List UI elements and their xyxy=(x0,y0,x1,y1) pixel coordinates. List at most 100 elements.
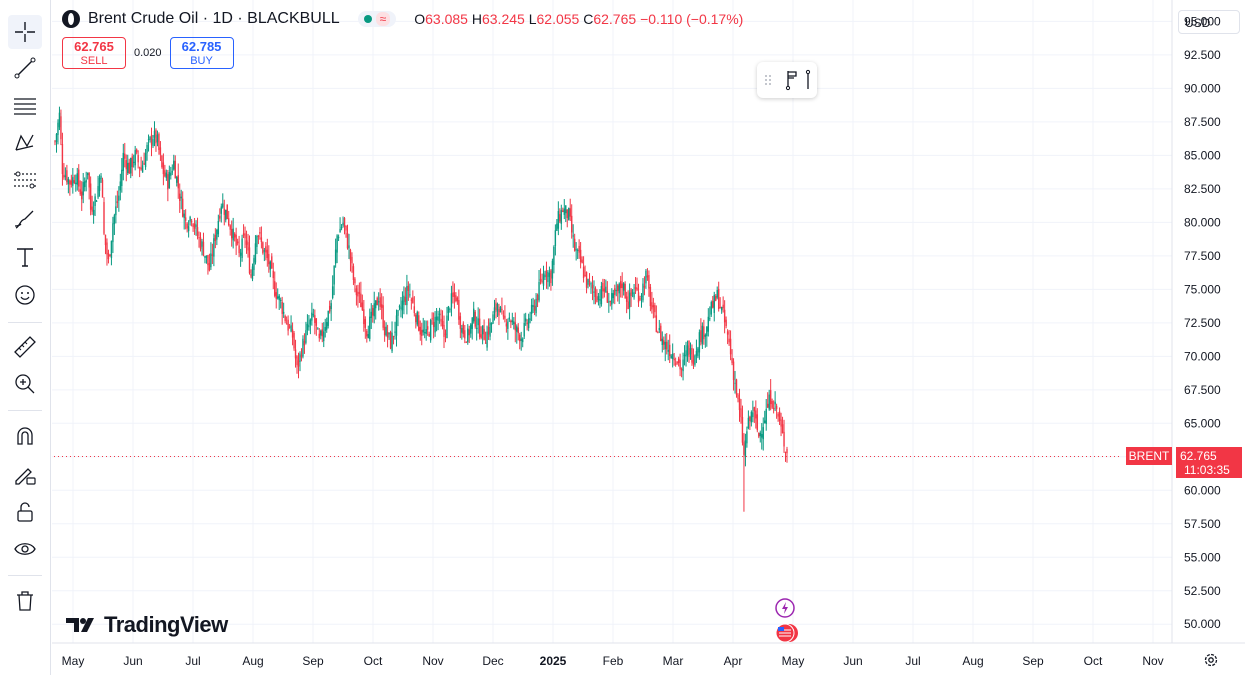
pattern-icon[interactable] xyxy=(8,126,42,160)
ohlc-values: O63.085 H63.245 L62.055 C62.765 −0.110 (… xyxy=(414,11,743,27)
price-tick: 75.000 xyxy=(1184,282,1221,296)
trash-icon[interactable] xyxy=(8,584,42,618)
price-chart[interactable]: 95.000 92.500 90.000 87.500 85.000 82.500 80.0… xyxy=(52,0,1245,675)
candle-body xyxy=(449,308,451,310)
crosshair-icon[interactable] xyxy=(8,15,42,49)
candle-body xyxy=(253,258,255,271)
candle-body xyxy=(602,282,604,292)
candle-body xyxy=(150,134,153,145)
candle-body xyxy=(474,311,476,327)
candle-body xyxy=(633,292,635,298)
candle-body xyxy=(86,172,89,176)
market-status[interactable]: ≈ xyxy=(357,11,397,27)
dividend-event-icon[interactable] xyxy=(775,598,795,618)
magnet-icon[interactable] xyxy=(8,420,42,454)
candle-body xyxy=(55,133,58,143)
candle-body xyxy=(226,204,228,219)
candle-body xyxy=(660,325,662,341)
settings-icon[interactable] xyxy=(1203,652,1219,673)
horizontal-lines-icon[interactable] xyxy=(8,88,42,122)
candle-body xyxy=(109,254,111,256)
candle-body xyxy=(239,252,242,256)
candle-body xyxy=(201,241,203,247)
symbol-title[interactable]: Brent Crude Oil · 1D · BLACKBULL xyxy=(88,10,340,27)
candle-body xyxy=(703,326,705,340)
sell-button[interactable]: 62.765 SELL xyxy=(62,37,126,69)
vertical-line-icon[interactable] xyxy=(805,69,811,89)
candle-body xyxy=(389,332,392,349)
candle-body xyxy=(426,326,429,330)
text-icon[interactable] xyxy=(8,240,42,274)
candle-body xyxy=(511,320,514,323)
candle-body xyxy=(578,245,580,253)
candle-body xyxy=(741,417,744,443)
fib-icon[interactable] xyxy=(8,164,42,198)
buy-price: 62.785 xyxy=(181,39,222,54)
candle-body xyxy=(285,323,288,325)
candle-body xyxy=(746,431,748,444)
zoom-in-icon[interactable] xyxy=(8,367,42,401)
candle-body xyxy=(158,133,160,151)
low-value: 62.055 xyxy=(536,11,580,27)
candle-body xyxy=(407,285,410,291)
buy-button[interactable]: 62.785 BUY xyxy=(169,37,234,69)
candle-body xyxy=(657,332,659,334)
low-label: L xyxy=(528,11,537,27)
candle-body xyxy=(612,293,614,299)
candle-body xyxy=(228,218,230,226)
candle-body xyxy=(470,324,472,334)
candle-body xyxy=(176,176,178,183)
us-economic-event-icon[interactable] xyxy=(775,623,798,643)
candle-body xyxy=(97,186,99,198)
candle-body xyxy=(412,297,414,303)
candle-body xyxy=(303,340,306,346)
candle-body xyxy=(621,283,623,289)
market-status-icon: ≈ xyxy=(375,12,391,26)
candle-body xyxy=(193,223,196,229)
candle-body xyxy=(132,161,135,163)
chart-area[interactable]: 95.000 92.500 90.000 87.500 85.000 82.500 80.0… xyxy=(52,0,1245,675)
candle-body xyxy=(663,340,665,345)
candle-body xyxy=(527,318,530,329)
brush-icon[interactable] xyxy=(8,202,42,236)
candle-body xyxy=(447,306,450,314)
price-tick: 92.500 xyxy=(1184,48,1221,62)
candle-body xyxy=(599,299,601,301)
candle-body xyxy=(321,329,323,337)
candle-body xyxy=(223,208,225,215)
candle-body xyxy=(297,360,300,367)
candle-body xyxy=(682,359,684,372)
candle-body xyxy=(679,359,681,370)
candle-body xyxy=(64,175,67,178)
lock-icon[interactable] xyxy=(8,495,42,529)
trend-line-icon[interactable] xyxy=(8,51,42,85)
price-tick: 72.500 xyxy=(1184,316,1221,330)
eye-icon[interactable] xyxy=(8,532,42,566)
candle-body xyxy=(545,270,548,277)
emoji-icon[interactable] xyxy=(8,278,42,312)
candle-body xyxy=(651,302,653,310)
time-tick: Dec xyxy=(482,654,503,668)
candle-body xyxy=(778,411,781,421)
candle-body xyxy=(425,329,427,334)
candle-body xyxy=(526,322,528,325)
candle-body xyxy=(593,291,595,293)
candle-body xyxy=(135,149,138,153)
lock-draw-icon[interactable] xyxy=(8,457,42,491)
candle-body xyxy=(596,296,598,302)
drawing-toolbar xyxy=(0,0,51,675)
candle-body xyxy=(627,301,629,310)
candle-body xyxy=(421,329,423,337)
ruler-icon[interactable] xyxy=(8,330,42,364)
candle-body xyxy=(265,246,267,253)
candle-body xyxy=(617,285,619,292)
candle-body xyxy=(694,355,696,365)
drag-handle-icon[interactable] xyxy=(765,75,771,85)
flag-marker-icon[interactable] xyxy=(785,71,797,91)
candle-body xyxy=(712,300,714,308)
candle-body xyxy=(196,227,199,237)
candle-body xyxy=(572,235,574,237)
price-tick: 80.000 xyxy=(1184,215,1221,229)
currency-select[interactable]: USD xyxy=(1178,10,1240,34)
candle-body xyxy=(419,326,421,335)
